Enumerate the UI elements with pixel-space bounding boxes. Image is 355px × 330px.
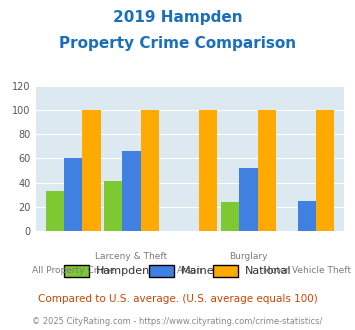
Bar bbox=[64, 158, 82, 231]
Text: Motor Vehicle Theft: Motor Vehicle Theft bbox=[263, 266, 351, 275]
Bar bbox=[257, 110, 276, 231]
Text: Burglary: Burglary bbox=[229, 252, 268, 261]
Text: National: National bbox=[245, 266, 291, 276]
Bar bbox=[104, 182, 122, 231]
Bar bbox=[82, 110, 100, 231]
Bar bbox=[122, 151, 141, 231]
Bar bbox=[199, 110, 218, 231]
Bar bbox=[141, 110, 159, 231]
Text: Property Crime Comparison: Property Crime Comparison bbox=[59, 36, 296, 51]
Text: © 2025 CityRating.com - https://www.cityrating.com/crime-statistics/: © 2025 CityRating.com - https://www.city… bbox=[32, 317, 323, 326]
Bar bbox=[297, 201, 316, 231]
Text: Maine: Maine bbox=[181, 266, 215, 276]
Text: Compared to U.S. average. (U.S. average equals 100): Compared to U.S. average. (U.S. average … bbox=[38, 294, 317, 304]
Text: Larceny & Theft: Larceny & Theft bbox=[95, 252, 168, 261]
Text: Arson: Arson bbox=[177, 266, 203, 275]
Bar bbox=[316, 110, 334, 231]
Bar bbox=[45, 191, 64, 231]
Text: All Property Crime: All Property Crime bbox=[32, 266, 114, 275]
Bar bbox=[239, 168, 257, 231]
Text: 2019 Hampden: 2019 Hampden bbox=[113, 10, 242, 25]
Text: Hampden: Hampden bbox=[96, 266, 150, 276]
Bar bbox=[221, 202, 239, 231]
